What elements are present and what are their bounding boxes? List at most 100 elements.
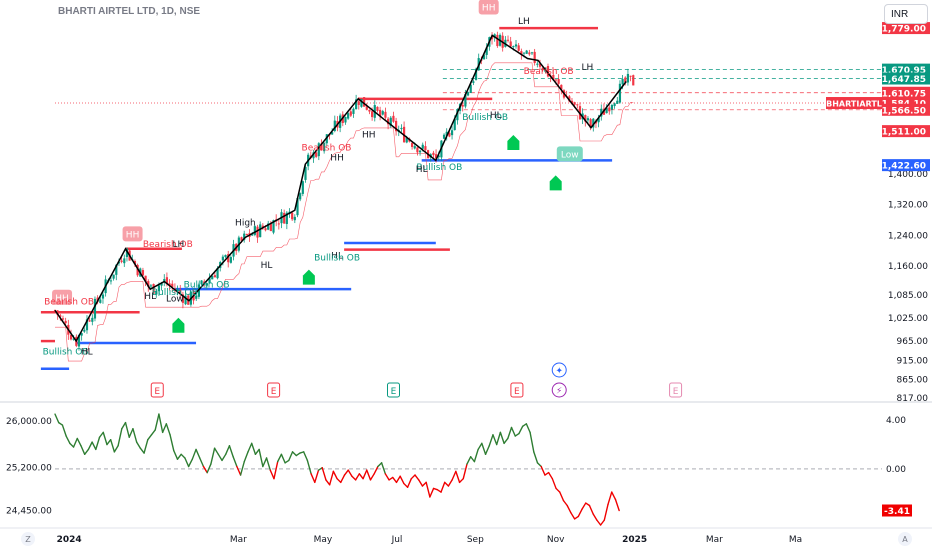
candle-body[interactable] xyxy=(589,119,592,128)
candle-body[interactable] xyxy=(179,289,182,294)
candle-body[interactable] xyxy=(355,99,358,110)
candle-body[interactable] xyxy=(323,142,326,152)
candle-body[interactable] xyxy=(155,290,158,295)
candle-body[interactable] xyxy=(115,264,118,275)
candle-body[interactable] xyxy=(109,280,113,282)
candle-body[interactable] xyxy=(517,45,520,51)
candle-body[interactable] xyxy=(285,212,288,225)
candle-body[interactable] xyxy=(552,74,555,81)
candle-body[interactable] xyxy=(416,147,419,153)
candle-body[interactable] xyxy=(624,77,627,83)
bolt-event-icon[interactable] xyxy=(551,382,567,398)
candle-body[interactable] xyxy=(77,335,81,347)
candle-body[interactable] xyxy=(525,50,528,54)
candle-body[interactable] xyxy=(61,318,65,320)
candle-body[interactable] xyxy=(400,127,403,130)
candle-body[interactable] xyxy=(538,63,542,67)
candle-body[interactable] xyxy=(453,118,456,131)
candle-body[interactable] xyxy=(291,212,294,220)
candle-body[interactable] xyxy=(317,143,320,157)
candle-body[interactable] xyxy=(461,104,464,107)
candle-body[interactable] xyxy=(277,223,280,225)
candle-body[interactable] xyxy=(512,46,515,48)
candle-body[interactable] xyxy=(160,282,163,286)
auto-scale-icon[interactable] xyxy=(898,532,912,546)
candle-body[interactable] xyxy=(112,274,115,279)
candle-body[interactable] xyxy=(392,115,395,122)
candle-body[interactable] xyxy=(251,234,254,236)
candle-body[interactable] xyxy=(88,320,91,322)
candle-body[interactable] xyxy=(299,193,302,200)
candle-body[interactable] xyxy=(56,310,59,316)
candle-body[interactable] xyxy=(59,315,62,317)
candle-body[interactable] xyxy=(514,44,518,47)
candle-body[interactable] xyxy=(584,115,587,122)
candle-body[interactable] xyxy=(394,120,398,132)
currency-button[interactable]: INR xyxy=(884,4,928,24)
candle-body[interactable] xyxy=(363,97,366,107)
candle-body[interactable] xyxy=(389,117,392,127)
candle-body[interactable] xyxy=(331,132,334,135)
candle-body[interactable] xyxy=(320,143,323,151)
candle-body[interactable] xyxy=(536,63,539,65)
candle-body[interactable] xyxy=(216,268,219,279)
candle-body[interactable] xyxy=(597,117,600,123)
candle-body[interactable] xyxy=(485,47,488,55)
candle-body[interactable] xyxy=(493,34,496,38)
candle-body[interactable] xyxy=(171,283,174,287)
candle-body[interactable] xyxy=(456,108,459,121)
candle-body[interactable] xyxy=(522,52,526,54)
candle-body[interactable] xyxy=(450,130,454,136)
candle-body[interactable] xyxy=(256,226,259,238)
candle-body[interactable] xyxy=(464,94,467,107)
candle-body[interactable] xyxy=(253,226,256,235)
candle-body[interactable] xyxy=(147,281,150,287)
price-axis[interactable]: 817.00 865.00 915.00 965.00 1,025.00 1,085.00… xyxy=(826,22,930,404)
candle-body[interactable] xyxy=(410,142,414,147)
candle-body[interactable] xyxy=(245,234,248,236)
candle-body[interactable] xyxy=(384,111,387,118)
candle-body[interactable] xyxy=(152,283,155,294)
candle-body[interactable] xyxy=(213,275,216,278)
candle-body[interactable] xyxy=(315,152,318,157)
candle-body[interactable] xyxy=(125,248,129,258)
candle-body[interactable] xyxy=(586,118,590,121)
candle-body[interactable] xyxy=(466,92,470,96)
candle-body[interactable] xyxy=(448,132,451,137)
candle-body[interactable] xyxy=(120,260,123,262)
earnings-icon[interactable] xyxy=(150,382,164,398)
candle-body[interactable] xyxy=(434,154,438,159)
candle-body[interactable] xyxy=(413,146,416,149)
candle-body[interactable] xyxy=(83,329,86,332)
candle-body[interactable] xyxy=(184,295,187,305)
candle-body[interactable] xyxy=(272,220,275,233)
earnings-icon[interactable] xyxy=(267,382,281,398)
candle-body[interactable] xyxy=(469,84,472,94)
candle-body[interactable] xyxy=(269,223,272,232)
candle-body[interactable] xyxy=(293,216,296,221)
candle-body[interactable] xyxy=(224,254,227,257)
candle-body[interactable] xyxy=(243,233,246,240)
earnings-icon[interactable] xyxy=(669,382,683,398)
candle-body[interactable] xyxy=(365,106,368,110)
candle-body[interactable] xyxy=(144,275,147,282)
candle-body[interactable] xyxy=(101,294,105,299)
candle-body[interactable] xyxy=(472,81,475,83)
candle-body[interactable] xyxy=(136,264,139,276)
candle-body[interactable] xyxy=(360,99,363,107)
time-axis[interactable]: 2024 Mar May Jul Sep Nov 2025 Mar Ma Z A xyxy=(21,532,912,546)
oscillator-pane[interactable]: 26,000.00 25,200.00 24,450.00 4.00 0.00 -3.41 xyxy=(6,413,912,526)
candle-body[interactable] xyxy=(181,294,185,303)
candle-body[interactable] xyxy=(592,118,595,128)
candle-body[interactable] xyxy=(123,258,126,264)
candle-body[interactable] xyxy=(560,84,563,90)
candle-body[interactable] xyxy=(381,111,384,115)
candle-body[interactable] xyxy=(149,285,153,287)
candle-body[interactable] xyxy=(405,137,408,143)
candle-body[interactable] xyxy=(195,295,198,299)
event-markers[interactable]: E E E E E ✦ ⚡ xyxy=(150,362,683,398)
candle-body[interactable] xyxy=(546,66,550,77)
candle-body[interactable] xyxy=(573,102,576,105)
candle-body[interactable] xyxy=(424,146,427,151)
